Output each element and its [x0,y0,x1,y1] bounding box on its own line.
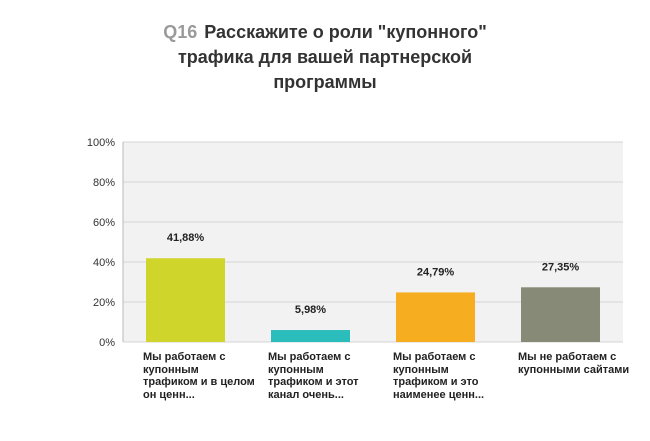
bar [521,287,600,342]
y-tick-label: 20% [93,297,115,309]
x-category-label: Мы не работаем с купонными сайтами [518,351,630,376]
bar [146,258,225,342]
y-tick-label: 40% [93,257,115,269]
x-category-label: Мы работаем с купонным трафиком и это на… [393,351,485,401]
bar-value-label: 27,35% [542,261,580,273]
x-category-label: Мы работаем с купонным трафиком и в цело… [143,351,255,401]
chart-title: Q16 Расскажите о роли "купонного" трафик… [140,20,510,95]
y-tick-label: 60% [93,217,115,229]
bar-value-label: 41,88% [167,232,205,244]
x-category-label: Мы работаем с купонным трафиком и этот к… [268,351,359,401]
y-tick-label: 80% [93,177,115,189]
bar [271,330,350,342]
y-tick-label: 100% [87,137,115,149]
bar-value-label: 5,98% [295,304,326,316]
y-tick-label: 0% [99,337,115,349]
question-text: Расскажите о роли "купонного" трафика дл… [177,22,487,92]
question-number: Q16 [163,22,198,42]
bar [396,292,475,342]
bar-value-label: 24,79% [417,266,455,278]
